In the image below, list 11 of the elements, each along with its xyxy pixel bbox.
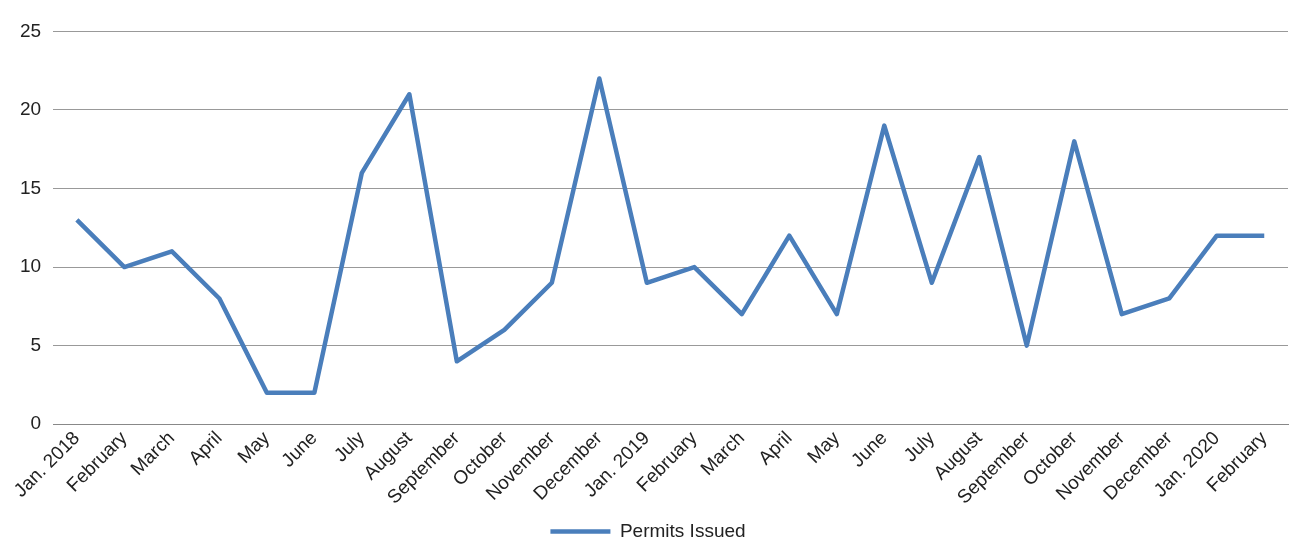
y-tick-label: 25 [19,19,42,41]
x-tick-label: May [233,426,274,468]
y-tick-label: 20 [19,98,42,120]
x-tick-label: May [803,426,844,468]
legend-label: Permits Issued [619,519,746,541]
x-tick-label: July [899,426,939,466]
y-tick-label: 10 [19,255,42,277]
y-tick-label: 0 [30,412,42,434]
x-tick-label: July [329,426,369,466]
y-tick-label: 15 [19,176,42,198]
y-tick-label: 5 [30,333,42,355]
